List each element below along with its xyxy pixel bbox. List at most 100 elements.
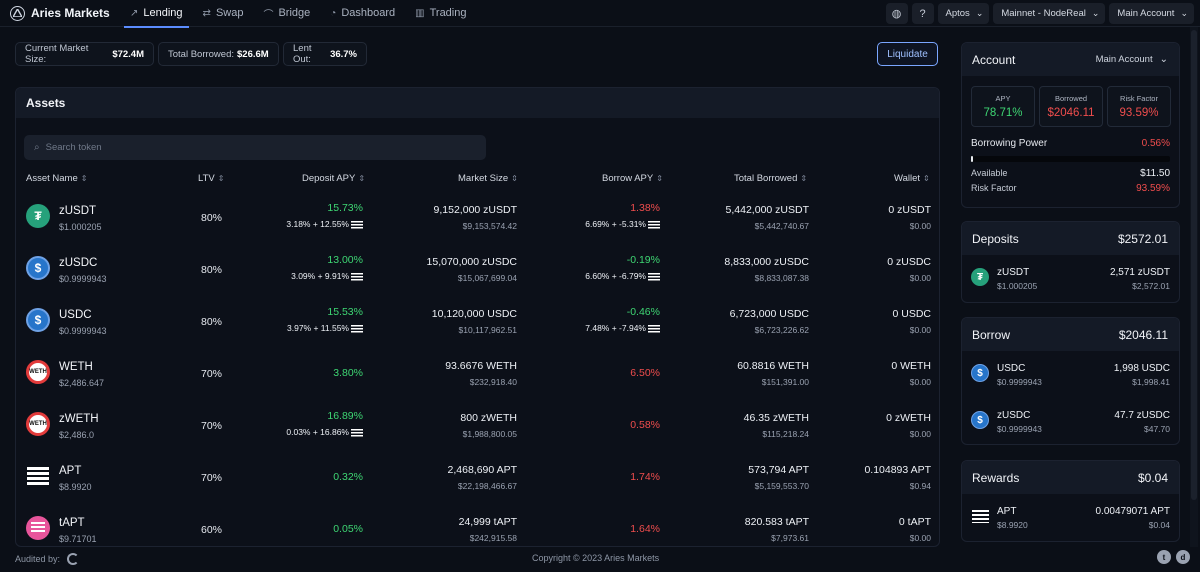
node-select-label: Mainnet - NodeReal (1001, 8, 1086, 19)
top-navbar: Aries Markets ↗ Lending ⇄ Swap ⌒ Bridge … (0, 0, 1200, 28)
wallet-cell: 0 tAPT $0.00 (811, 516, 931, 543)
col-asset-name[interactable]: Asset Name ⇕ (26, 173, 87, 184)
market-size-amount: 10,120,000 USDC (431, 308, 517, 320)
deposit-apy-breakdown: 3.09% + 9.91% (291, 271, 349, 281)
total-borrowed-cell: 573,794 APT $5,159,553.70 (666, 464, 809, 491)
col-total-borrowed[interactable]: Total Borrowed ⇕ (734, 173, 807, 184)
borrow-card-header: Borrow $2046.11 (962, 318, 1179, 351)
col-total-borrowed-label: Total Borrowed (734, 173, 798, 184)
col-market-size[interactable]: Market Size ⇕ (458, 173, 518, 184)
borrow-asset-price: $0.9999943 (997, 377, 1042, 387)
borrow-asset-name: USDC (997, 363, 1026, 374)
available-row: Available $11.50 (971, 168, 1170, 179)
total-borrowed-value: $26.6M (237, 48, 269, 60)
asset-ltv: 80% (200, 316, 222, 328)
available-value: $11.50 (1140, 168, 1170, 179)
asset-price: $0.9999943 (59, 326, 107, 336)
asset-price: $1.000205 (59, 222, 102, 232)
nav-swap[interactable]: ⇄ Swap (193, 0, 254, 27)
list-item[interactable]: $ USDC $0.9999943 1,998 USDC $1,998.41 (971, 358, 1170, 392)
borrow-apy: 1.74% (630, 471, 660, 483)
table-row[interactable]: $ USDC $0.9999943 80% 15.53% 3.97% + 11.… (16, 294, 939, 346)
account-card-select-label: Main Account (1095, 54, 1153, 65)
borrow-apy-breakdown: 7.48% + -7.94% (585, 323, 646, 333)
deposit-apy: 15.53% (327, 306, 363, 318)
apt-reward-icon (351, 428, 363, 437)
twitter-icon[interactable]: t (1157, 550, 1171, 564)
asset-ltv: 70% (200, 368, 222, 380)
col-wallet[interactable]: Wallet ⇕ (894, 173, 930, 184)
scrollbar-thumb[interactable] (1191, 30, 1197, 500)
asset-ltv: 70% (200, 472, 222, 484)
borrow-total: $2046.11 (1118, 327, 1168, 342)
apt-reward-icon (648, 272, 660, 281)
nav-dashboard[interactable]: ◔ Dashboard (320, 0, 405, 27)
market-size-usd: $10,117,962.51 (458, 325, 517, 335)
table-row[interactable]: tAPT $9.71701 60% 0.05% 24,999 tAPT $242… (16, 502, 939, 546)
list-item[interactable]: APT $8.9920 0.00479071 APT $0.04 (971, 501, 1170, 535)
col-borrow-apy[interactable]: Borrow APY ⇕ (602, 173, 663, 184)
deposit-asset-amount: 2,571 zUSDT (1109, 267, 1170, 278)
footer: Audited by: Copyright © 2023 Aries Marke… (0, 548, 1200, 572)
search-input[interactable] (45, 142, 446, 153)
list-item[interactable]: ₮ zUSDT $1.000205 2,571 zUSDT $2,572.01 (971, 262, 1170, 296)
wallet-cell: 0.104893 APT $0.94 (811, 464, 931, 491)
wallet-usd: $0.00 (909, 325, 931, 335)
borrow-apy: -0.46% (626, 306, 660, 318)
table-row[interactable]: ₮ zUSDT $1.000205 80% 15.73% 3.18% + 12.… (16, 190, 939, 242)
apt-reward-icon (351, 324, 363, 333)
liquidate-button[interactable]: Liquidate (877, 42, 938, 66)
market-size-label: Current Market Size: (25, 43, 89, 65)
market-size-cell: 2,468,690 APT $22,198,466.67 (371, 464, 517, 491)
discord-icon[interactable]: d (1176, 550, 1190, 564)
wallet-usd: $0.00 (909, 273, 931, 283)
table-row[interactable]: WETH zWETH $2,486.0 70% 16.89% 0.03% + 1… (16, 398, 939, 450)
nav-trading[interactable]: ▥ Trading (405, 0, 476, 27)
sort-icon: ⇕ (800, 174, 808, 183)
chevron-down-icon: ⌄ (1159, 54, 1168, 65)
borrowed-label: Borrowed (1054, 94, 1088, 103)
col-ltv[interactable]: LTV ⇕ (198, 173, 224, 184)
risk-factor-row-value: 93.59% (1136, 183, 1170, 194)
market-size-stat: Current Market Size: $72.4M (15, 42, 154, 66)
borrow-asset-name: zUSDC (997, 410, 1031, 421)
auditor-logo-icon[interactable] (67, 553, 80, 565)
col-ltv-label: LTV (198, 173, 215, 184)
account-select[interactable]: Main Account ⌄ (1109, 3, 1194, 24)
node-select[interactable]: Mainnet - NodeReal ⌄ (993, 3, 1106, 24)
borrow-asset-value: $1,998.41 (1132, 377, 1170, 387)
asset-price: $9.71701 (59, 534, 97, 544)
account-card-select[interactable]: Main Account ⌄ (1096, 54, 1168, 65)
lent-out-value: 36.7% (330, 48, 357, 60)
asset-name: zUSDC (59, 257, 98, 269)
nav-bridge[interactable]: ⌒ Bridge (253, 0, 320, 27)
borrow-asset-amount: 47.7 zUSDC (1114, 410, 1170, 421)
table-row[interactable]: APT $8.9920 70% 0.32% 2,468,690 APT $22,… (16, 450, 939, 502)
deposits-title: Deposits (972, 231, 1019, 246)
nav-lending[interactable]: ↗ Lending (120, 0, 193, 28)
apy-label: APY (995, 94, 1011, 103)
search-box[interactable]: ⌕ (24, 135, 486, 160)
sort-icon: ⇕ (80, 174, 88, 183)
market-size-amount: 9,152,000 zUSDT (433, 204, 517, 216)
language-globe-button[interactable]: ◍ (885, 3, 908, 24)
borrow-apy-breakdown: 6.69% + -5.31% (585, 219, 646, 229)
risk-factor-label: Risk Factor (1120, 94, 1158, 103)
table-row[interactable]: WETH WETH $2,486.647 70% 3.80% 93.6676 W… (16, 346, 939, 398)
col-deposit-apy[interactable]: Deposit APY ⇕ (302, 173, 365, 184)
reward-asset-amount: 0.00479071 APT (1095, 506, 1170, 517)
borrow-apy-cell: 1.64% (526, 523, 660, 535)
brand[interactable]: Aries Markets (10, 5, 120, 21)
total-borrowed-amount: 820.583 tAPT (744, 516, 809, 528)
help-button[interactable]: ? (911, 3, 934, 24)
deposits-total: $2572.01 (1117, 231, 1168, 246)
network-select[interactable]: Aptos ⌄ (937, 3, 990, 24)
main-nav: ↗ Lending ⇄ Swap ⌒ Bridge ◔ Dashboard ▥ … (120, 0, 476, 28)
table-row[interactable]: $ zUSDC $0.9999943 80% 13.00% 3.09% + 9.… (16, 242, 939, 294)
deposit-apy-breakdown: 3.18% + 12.55% (286, 219, 349, 229)
total-borrowed-amount: 573,794 APT (748, 464, 809, 476)
total-borrowed-amount: 60.8816 WETH (737, 360, 809, 372)
list-item[interactable]: $ zUSDC $0.9999943 47.7 zUSDC $47.70 (971, 405, 1170, 439)
account-select-label: Main Account (1117, 8, 1175, 19)
market-size-amount: 15,070,000 zUSDC (426, 256, 517, 268)
